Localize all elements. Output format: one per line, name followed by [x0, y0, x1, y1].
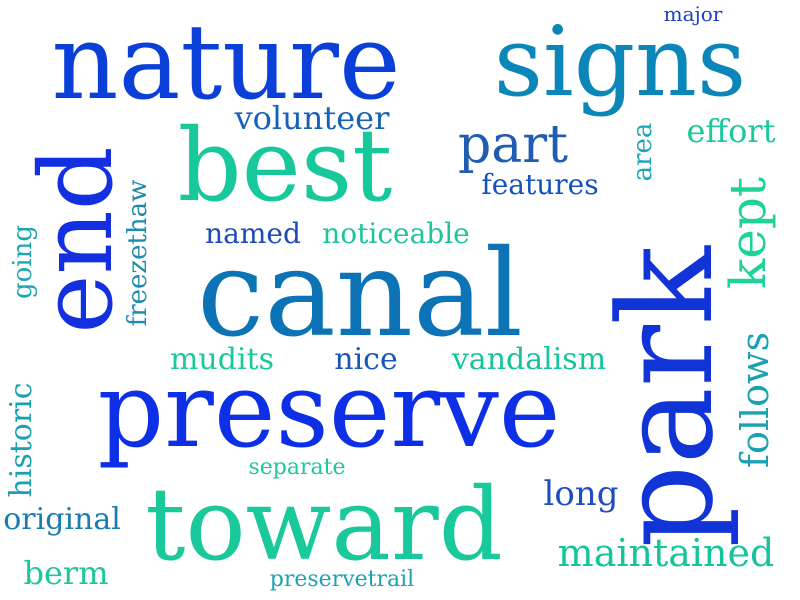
word-best: best — [177, 107, 393, 224]
word-original: original — [3, 502, 121, 537]
word-effort: effort — [686, 112, 776, 150]
word-preservetrail: preservetrail — [269, 567, 415, 592]
word-mudits: mudits — [169, 342, 275, 377]
word-features: features — [481, 168, 599, 201]
word-part: part — [457, 115, 569, 175]
word-vandalism: vandalism — [451, 342, 607, 377]
word-named: named — [205, 217, 301, 250]
word-nature: nature — [51, 1, 401, 123]
word-freezethaw: freezethaw — [123, 179, 153, 327]
word-area: area — [628, 122, 658, 182]
word-volunteer: volunteer — [234, 99, 390, 137]
word-signs: signs — [493, 6, 747, 118]
word-major: major — [663, 2, 723, 26]
word-maintained: maintained — [557, 531, 775, 575]
word-park: park — [590, 246, 742, 548]
word-long: long — [543, 474, 619, 514]
word-berm: berm — [23, 554, 109, 592]
word-historic: historic — [4, 382, 39, 498]
word-canal: canal — [197, 225, 523, 364]
word-toward: toward — [145, 466, 503, 583]
word-noticeable: noticeable — [322, 217, 470, 250]
word-nice: nice — [334, 342, 398, 377]
word-follows: follows — [733, 331, 777, 469]
word-preserve: preserve — [97, 349, 561, 471]
word-separate: separate — [248, 455, 346, 480]
word-going: going — [8, 224, 38, 300]
word-end: end — [18, 146, 135, 334]
